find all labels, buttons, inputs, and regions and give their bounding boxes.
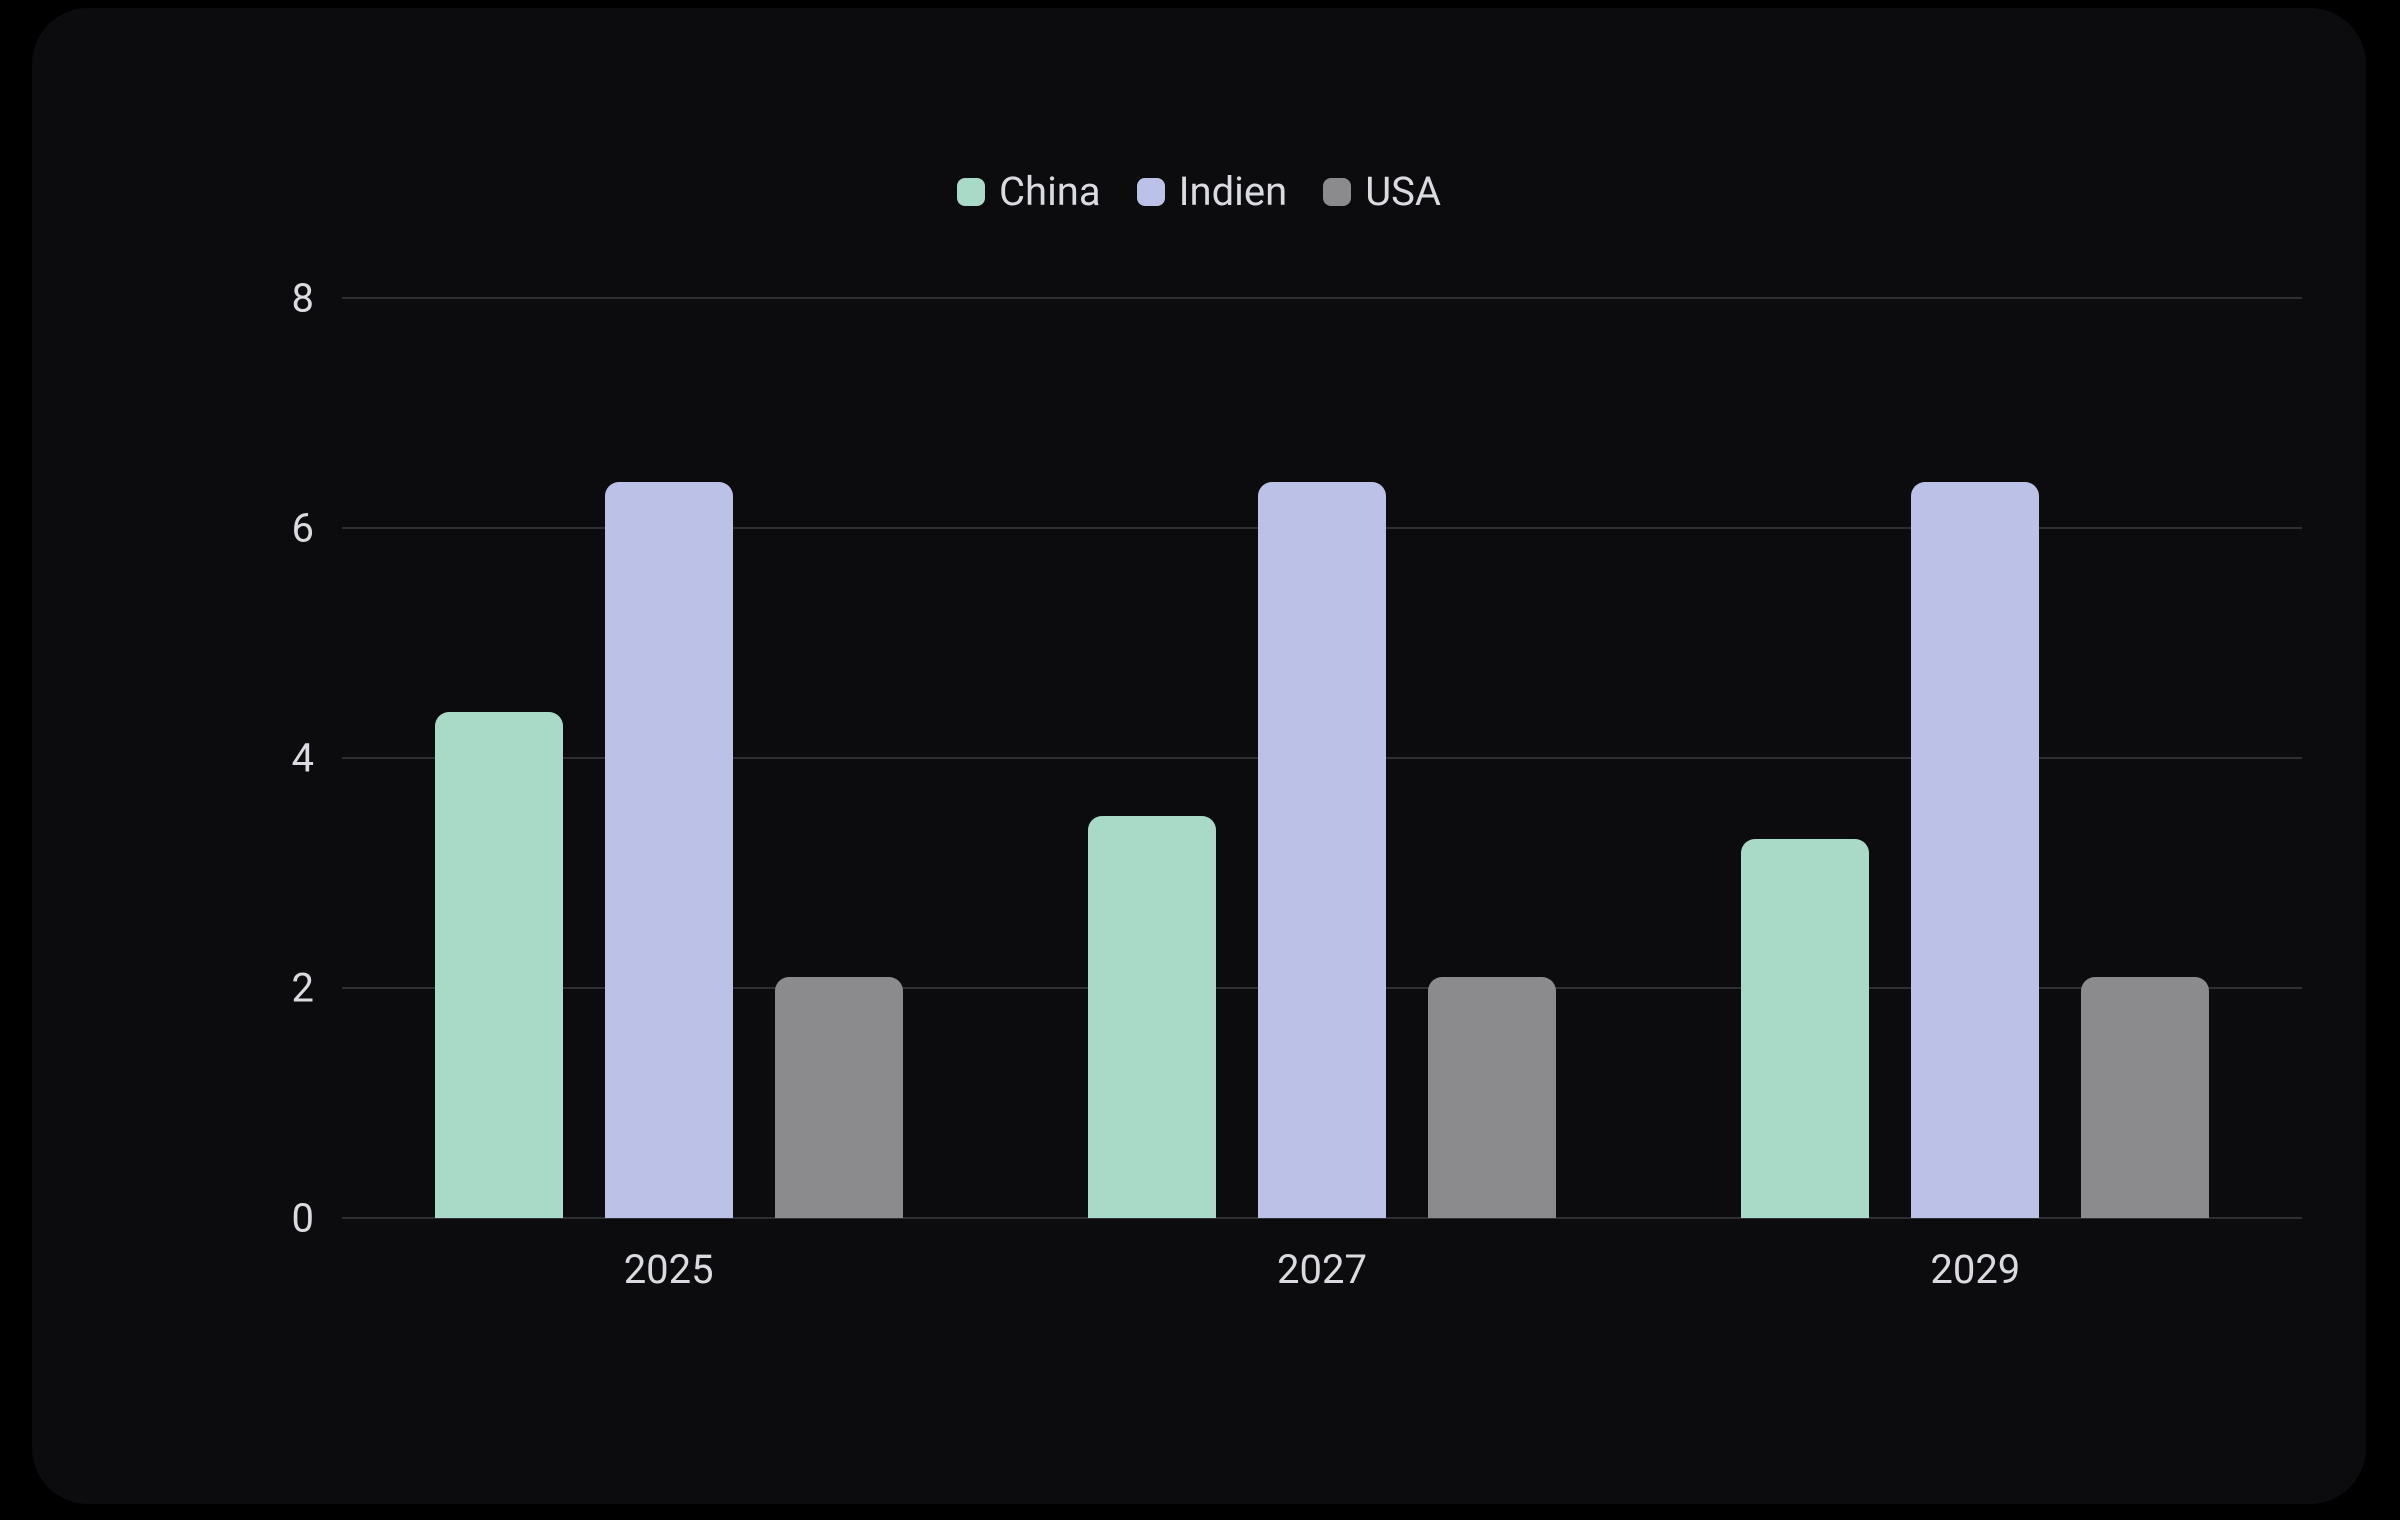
- legend-swatch: [1323, 178, 1351, 206]
- legend-label: Indien: [1179, 168, 1288, 215]
- legend-label: China: [999, 168, 1101, 215]
- y-axis-label: 8: [292, 275, 342, 322]
- chart-card: ChinaIndienUSA 02468202520272029: [32, 8, 2366, 1504]
- bar: [1088, 816, 1216, 1219]
- x-axis-label: 2027: [1277, 1218, 1367, 1293]
- chart-legend: China Indien USA: [957, 168, 1441, 215]
- y-axis-label: 2: [292, 965, 342, 1012]
- bar: [2081, 977, 2209, 1219]
- legend-item: USA: [1323, 168, 1441, 215]
- bar: [1741, 839, 1869, 1219]
- y-axis-label: 0: [292, 1195, 342, 1242]
- bar: [435, 712, 563, 1218]
- legend-label: USA: [1365, 168, 1441, 215]
- bar: [1911, 482, 2039, 1218]
- bar: [605, 482, 733, 1218]
- legend-swatch: [1137, 178, 1165, 206]
- legend-item: Indien: [1137, 168, 1288, 215]
- legend-swatch: [957, 178, 985, 206]
- bar: [1258, 482, 1386, 1218]
- bar: [1428, 977, 1556, 1219]
- canvas: ChinaIndienUSA 02468202520272029: [0, 0, 2400, 1520]
- y-axis-label: 4: [292, 735, 342, 782]
- x-axis-label: 2025: [624, 1218, 714, 1293]
- gridline: [342, 297, 2302, 299]
- bar: [775, 977, 903, 1219]
- chart-plot-area: 02468202520272029: [342, 298, 2302, 1218]
- x-axis-label: 2029: [1930, 1218, 2020, 1293]
- y-axis-label: 6: [292, 505, 342, 552]
- legend-item: China: [957, 168, 1101, 215]
